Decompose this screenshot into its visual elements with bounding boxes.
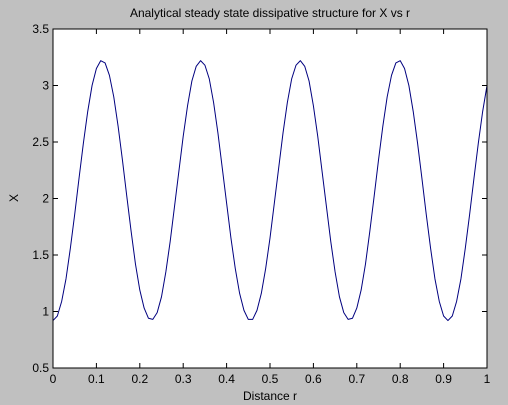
y-axis-label: X: [7, 194, 21, 202]
x-axis-ticks: 0 0.1 0.2 0.3 0.4 0.5 0.6 0.7 0.8 0.9 1: [50, 29, 491, 386]
plot-area: [53, 29, 487, 368]
x-tick-label: 0.6: [305, 372, 322, 386]
x-tick-label: 0.4: [218, 372, 235, 386]
y-tick-label: 1.5: [32, 248, 49, 262]
y-axis-ticks: 0.5 1 1.5 2 2.5 3 3.5: [32, 22, 487, 375]
x-tick-label: 0.8: [392, 372, 409, 386]
y-tick-label: 3: [42, 79, 49, 93]
x-tick-label: 0.3: [175, 372, 192, 386]
x-tick-label: 0.2: [131, 372, 148, 386]
y-tick-label: 2.5: [32, 135, 49, 149]
x-tick-label: 1: [484, 372, 491, 386]
series-layer: [52, 60, 488, 322]
x-tick-label: 0.1: [88, 372, 105, 386]
y-tick-label: 0.5: [32, 361, 49, 375]
x-axis-label: Distance r: [243, 389, 297, 403]
x-tick-label: 0.5: [262, 372, 279, 386]
x-tick-label: 0: [50, 372, 57, 386]
y-tick-label: 3.5: [32, 22, 49, 36]
x-tick-label: 0.9: [435, 372, 452, 386]
chart-title: Analytical steady state dissipative stru…: [130, 6, 410, 20]
x-tick-label: 0.7: [348, 372, 365, 386]
series-line: [52, 60, 488, 322]
y-tick-label: 1: [42, 305, 49, 319]
y-tick-label: 2: [42, 192, 49, 206]
